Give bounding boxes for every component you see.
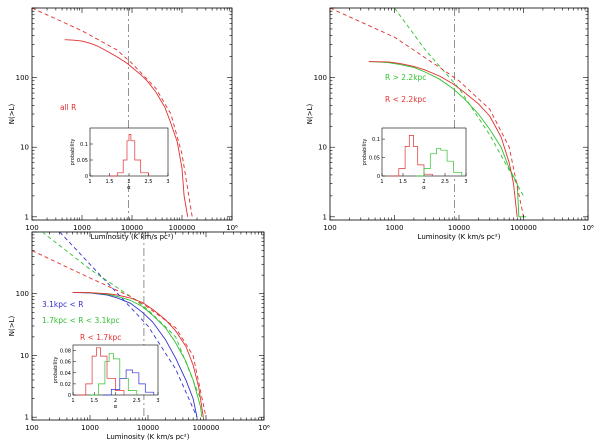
inset-y-tick-label: 0.1 [372,137,380,143]
y-axis-label: N(>L) [306,104,314,125]
inset-y-label: probability [53,357,59,384]
legend-label: R < 1.7kpc [80,333,121,342]
x-tick-label: 10000 [137,424,159,432]
inset-y-tick-label: 0.04 [60,371,71,377]
x-tick-label: 100000 [510,224,537,232]
x-tick-label: 1000 [73,224,91,232]
x-tick-label: 10⁶ [582,224,594,232]
y-tick-label: 10 [318,144,327,152]
inset-y-tick-label: 0 [68,393,71,399]
inset-frame [72,344,159,396]
inset-x-tick-label: 1.5 [106,179,114,185]
inset-series [90,352,138,396]
inset-x-tick-label: 1.5 [90,398,98,404]
inset-x-tick-label: 2.5 [145,179,153,185]
inset-series [77,347,125,396]
plot-frame [329,7,589,221]
inset-x-tick-label: 1 [71,398,74,404]
fit-line [330,8,524,217]
x-tick-label: 1000 [81,424,99,432]
inset-x-tick-label: 2 [422,179,425,185]
y-tick-label: 100 [16,74,29,82]
y-axis-label: N(>L) [8,316,16,337]
x-tick-label: 1000 [386,224,404,232]
x-tick-label: 10000 [448,224,470,232]
x-tick-label: 100 [323,224,336,232]
x-tick-label: 10⁶ [226,224,238,232]
inset-y-tick-label: 0.02 [60,382,71,388]
inset-x-tick-label: 3 [166,179,169,185]
x-tick-label: 100000 [193,424,220,432]
plot-frame [31,7,233,221]
inset-y-label: probability [70,139,76,166]
inset-x-tick-label: 1 [88,179,91,185]
y-tick-label: 100 [314,74,327,82]
inset-x-tick-label: 1.5 [399,179,407,185]
legend-label: R < 2.2kpc [385,95,426,104]
inset-series [102,369,155,396]
inset-x-tick-label: 3 [464,179,467,185]
inset-y-tick-label: 0.1 [80,142,88,148]
inset-x-tick-label: 2.5 [133,398,141,404]
inset-series [415,147,463,177]
inset-y-tick-label: 0.06 [60,360,71,366]
legend-label: 1.7kpc < R < 3.1kpc [42,316,120,325]
inset-series [109,134,149,177]
inset-y-tick-label: 0.05 [369,156,380,162]
inset-x-tick-label: 1 [380,179,383,185]
fit-line [32,250,207,418]
inset-y-tick-label: 0.08 [60,349,71,355]
inset-x-tick-label: 2.5 [441,179,449,185]
x-axis-label: Luminosity (K km/s pc²) [418,233,501,241]
y-tick-label: 100 [16,290,29,298]
inset-y-label: probability [362,139,368,166]
inset-x-tick-label: 3 [156,398,159,404]
inset-histogram: 1 1.5 2 2.5 3 0 0.05 0.1 α probability [362,127,468,191]
inset-y-tick-label: 0 [377,174,380,180]
inset-x-label: α [127,185,131,191]
x-tick-label: 10000 [121,224,143,232]
legend-label: 3.1kpc < R [42,300,83,309]
inset-histogram: 1 1.5 2 2.5 3 0 0.02 0.04 0.06 0.08 α probability [53,344,160,410]
y-tick-label: 1 [323,213,327,221]
x-axis-label: Luminosity (K km/s pc²) [107,433,190,440]
x-tick-label: 100 [25,224,38,232]
x-tick-label: 100 [25,424,38,432]
y-tick-label: 10 [20,352,29,360]
inset-y-tick-label: 0 [85,174,88,180]
inset-x-label: α [422,185,426,191]
series-line [64,39,189,217]
legend-label: all R [60,103,76,112]
inset-x-label: α [114,404,118,410]
fit-line [41,232,201,399]
series-line [72,291,198,418]
inset-x-tick-label: 2 [114,398,117,404]
inset-histogram: 1 1.5 2 2.5 3 0 0.05 0.1 α probability [70,127,170,191]
x-axis-label: Luminosity (K km/s pc²) [91,233,174,241]
series-line [72,291,203,418]
y-tick-label: 10 [20,144,29,152]
y-tick-label: 1 [25,414,29,422]
series-line [72,291,204,418]
fit-line [32,8,193,217]
series-line [368,61,527,218]
fit-line [394,8,524,197]
inset-x-tick-label: 2 [127,179,130,185]
x-tick-label: 100000 [169,224,196,232]
y-tick-label: 1 [25,213,29,221]
inset-y-tick-label: 0.05 [77,158,88,164]
fit-line [59,232,198,418]
y-axis-label: N(>L) [8,104,16,125]
legend-label: R > 2.2kpc [385,73,426,82]
series-line [368,61,518,217]
x-tick-label: 10⁶ [258,424,270,432]
